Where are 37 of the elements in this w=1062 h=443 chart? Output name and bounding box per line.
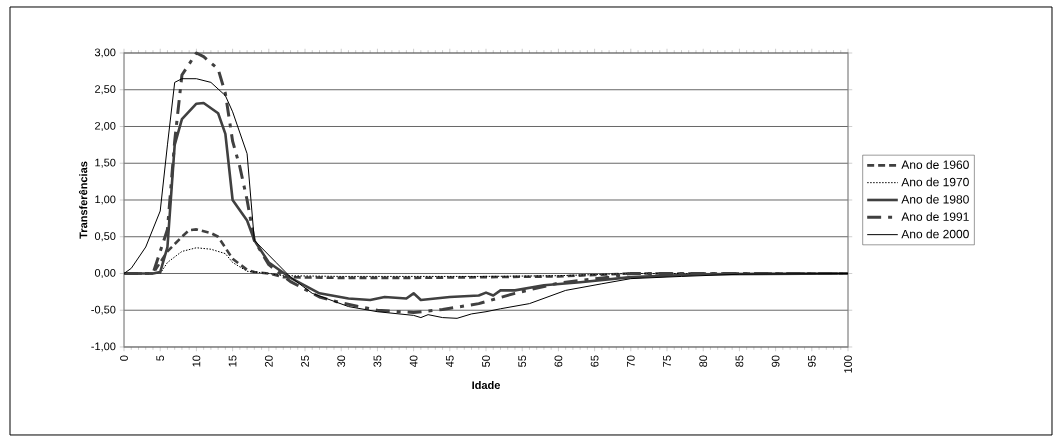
x-tick-label: 25 bbox=[301, 355, 309, 367]
y-tick-label: 1,00 bbox=[95, 195, 116, 205]
x-tick-label: 30 bbox=[337, 355, 346, 367]
x-tick-label: 90 bbox=[771, 355, 780, 367]
y-tick-label: -1,00 bbox=[91, 342, 116, 352]
x-tick-label: 65 bbox=[590, 355, 599, 367]
y-axis-title: Transferências bbox=[78, 161, 88, 239]
x-tick-label: 95 bbox=[807, 355, 816, 367]
legend-label: Ano de 1960 bbox=[901, 160, 969, 169]
legend-label: Ano de 2000 bbox=[901, 229, 969, 239]
y-tick-label: 0,50 bbox=[94, 232, 116, 242]
x-tick-label: 75 bbox=[663, 355, 671, 367]
x-tick-label: 60 bbox=[554, 355, 563, 367]
x-axis-title: Idade bbox=[472, 380, 500, 390]
x-tick-label: 20 bbox=[264, 355, 273, 367]
x-tick-label: 80 bbox=[699, 355, 708, 367]
legend-label: Ano de 1991 bbox=[901, 212, 969, 221]
x-tick-label: 0 bbox=[120, 355, 128, 361]
y-tick-label: 2,50 bbox=[95, 85, 116, 95]
y-tick-label: 1,50 bbox=[95, 158, 116, 168]
x-tick-label: 45 bbox=[445, 355, 454, 368]
legend-label: Ano de 1980 bbox=[901, 194, 969, 204]
x-tick-label: 10 bbox=[192, 355, 201, 367]
x-tick-label: 55 bbox=[518, 355, 527, 367]
x-tick-label: 5 bbox=[156, 355, 165, 361]
x-tick-label: 15 bbox=[228, 355, 237, 367]
legend-label: Ano de 1970 bbox=[901, 177, 969, 187]
x-tick-label: 35 bbox=[373, 355, 382, 367]
y-tick-label: 3,00 bbox=[94, 48, 116, 58]
y-tick-label: 2,00 bbox=[95, 121, 116, 132]
x-tick-label: 85 bbox=[735, 355, 744, 367]
x-tick-label: 100 bbox=[844, 355, 852, 373]
x-tick-label: 50 bbox=[482, 355, 490, 367]
x-tick-label: 40 bbox=[409, 355, 418, 368]
y-tick-label: 0,00 bbox=[94, 268, 116, 279]
y-tick-label: -0,50 bbox=[91, 305, 116, 315]
x-tick-label: 70 bbox=[626, 355, 635, 367]
